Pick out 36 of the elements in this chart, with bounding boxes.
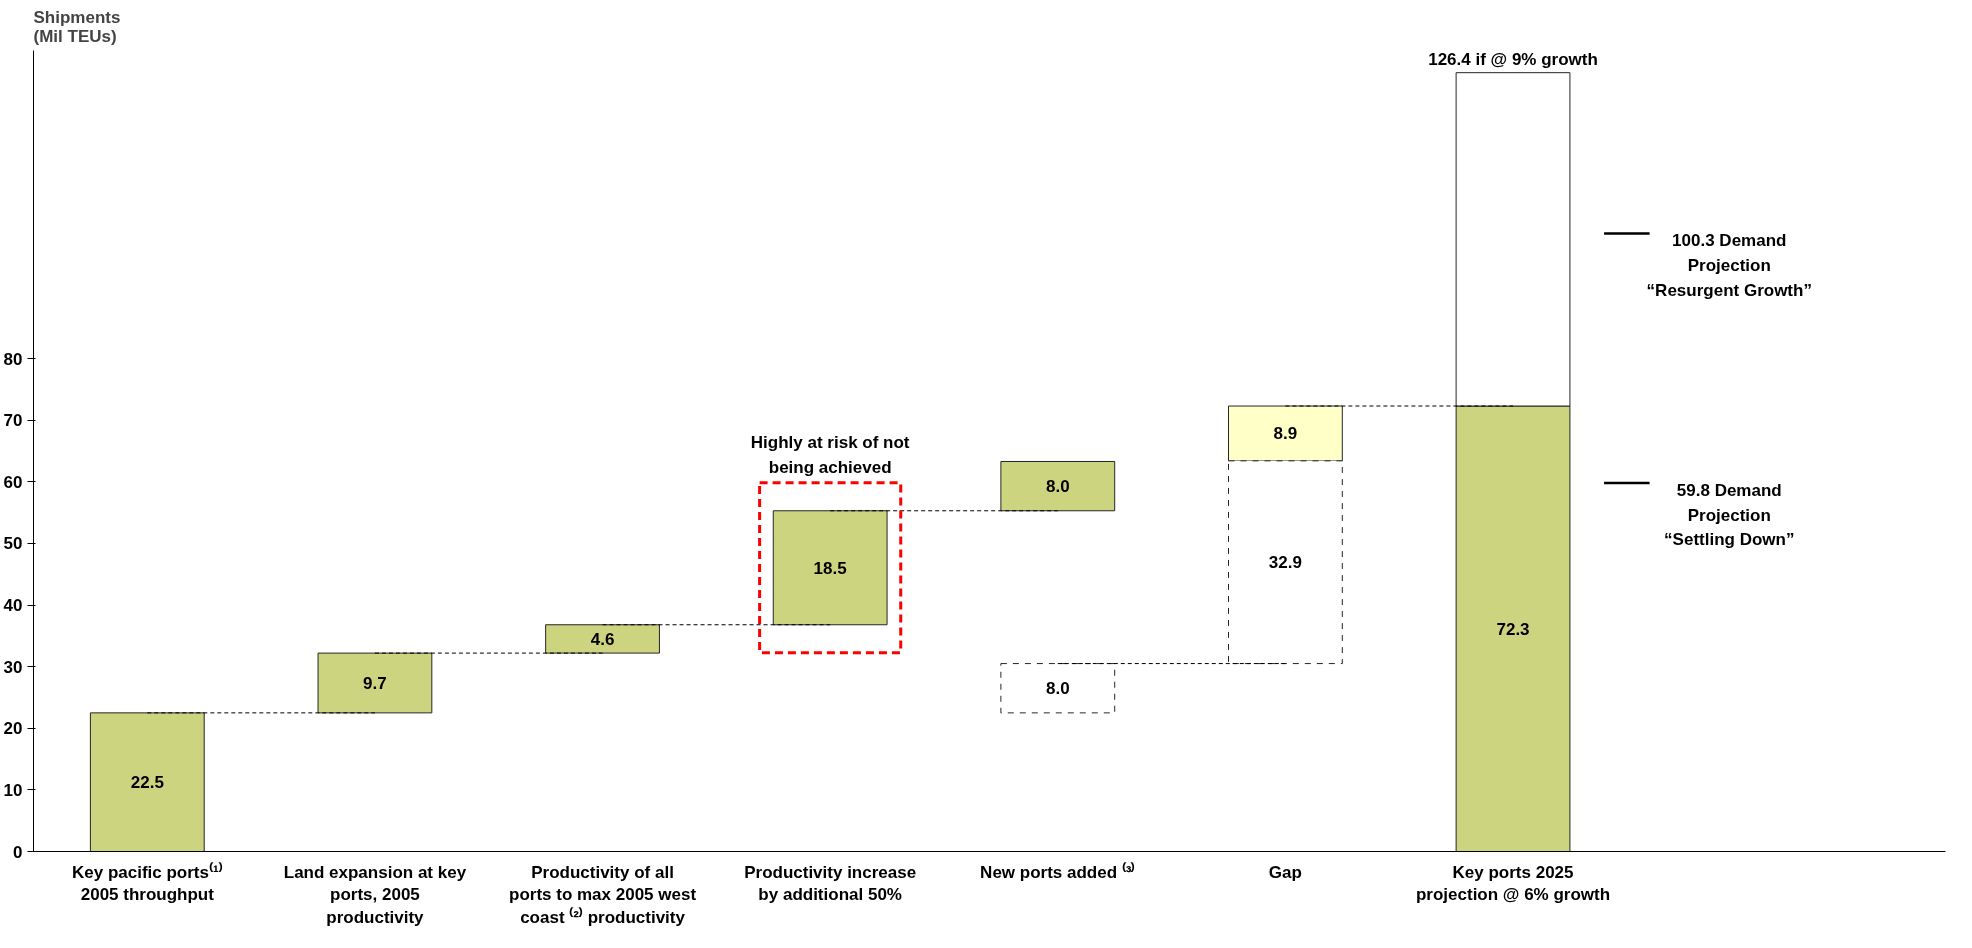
bar: [1000, 663, 1116, 714]
annotation: 126.4 if @ 9% growth: [1428, 49, 1598, 69]
data-label: 9.7: [363, 673, 387, 693]
y-axis-title: Shipments (Mil TEUs): [33, 7, 121, 46]
x-tick-label: Productivity increase by additional 50%: [744, 862, 917, 905]
x-tick-label: Key pacific ports⁽¹⁾ 2005 throughput: [71, 861, 223, 905]
x-tick-label: New ports added ⁽³⁾: [980, 861, 1136, 882]
y-tick-label: 20: [3, 719, 23, 739]
data-label: 8.9: [1273, 424, 1298, 444]
ref-line-label: 100.3 Demand Projection “Resurgent Growth”: [1646, 231, 1812, 300]
data-label: 72.3: [1496, 619, 1530, 639]
bar: [317, 652, 433, 714]
data-label: 4.6: [590, 629, 615, 649]
y-tick-label: 80: [3, 349, 23, 369]
x-tick-label: Land expansion at key ports, 2005 productivity: [283, 862, 467, 928]
data-label: 8.0: [1045, 477, 1070, 497]
y-tick-label: 50: [3, 534, 23, 554]
data-label: 22.5: [130, 773, 164, 793]
data-label: 8.0: [1045, 679, 1070, 699]
x-tick-label: Key ports 2025 projection @ 6% growth: [1415, 862, 1611, 905]
y-tick-label: 60: [3, 472, 23, 492]
data-label: 32.9: [1268, 553, 1302, 573]
y-tick-label: 0: [13, 842, 23, 862]
bar: [545, 624, 660, 654]
y-tick-label: 30: [3, 657, 23, 677]
bar: [772, 510, 888, 626]
y-tick-label: 40: [3, 596, 23, 616]
x-tick-label: Productivity of all ports to max 2005 west coast ⁽²⁾ productivity: [509, 862, 697, 928]
ref-line-label: 59.8 Demand Projection “Settling Down”: [1664, 480, 1795, 550]
y-tick-label: 70: [3, 411, 23, 431]
y-tick-label: 10: [3, 780, 23, 800]
data-label: 18.5: [813, 558, 847, 578]
x-tick-label: Gap: [1268, 862, 1302, 882]
annotation: Highly at risk of not being achieved: [750, 433, 910, 477]
bar: [89, 712, 205, 852]
bar: [1000, 460, 1116, 512]
